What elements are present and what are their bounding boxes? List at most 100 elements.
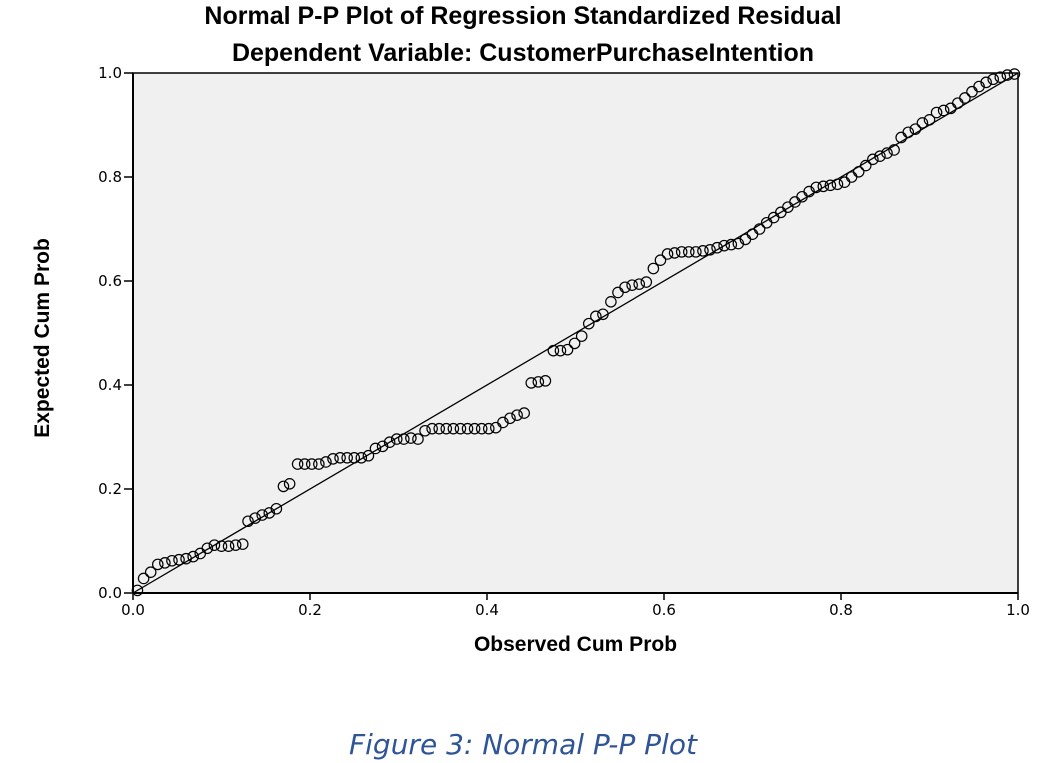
data-point [597, 308, 609, 321]
data-point [909, 123, 922, 135]
y-axis-title: Expected Cum Prob [31, 238, 54, 438]
data-point [874, 150, 886, 162]
data-point [412, 433, 424, 445]
data-point [902, 126, 915, 139]
data-point [242, 515, 254, 528]
data-point [732, 237, 745, 250]
data-point [447, 422, 460, 435]
pp-plot: 0.0 0.2 0.4 0.6 0.8 1.0 0.0 0.2 0.4 0.6 0.8 1.0 Obs… [31, 64, 1030, 656]
data-point [661, 248, 674, 260]
data-point [640, 276, 653, 288]
data-point [831, 178, 844, 191]
data-point [504, 412, 516, 425]
data-point [369, 442, 382, 455]
data-point [440, 422, 453, 435]
data-point [711, 241, 723, 254]
data-point [298, 458, 311, 470]
data-point [803, 185, 815, 198]
data-point [973, 80, 985, 93]
data-point [959, 92, 971, 104]
data-point [753, 223, 766, 235]
data-point [647, 262, 660, 275]
x-axis-title: Observed Cum Prob [474, 633, 677, 656]
data-point [626, 279, 638, 291]
data-point [482, 422, 495, 435]
data-point [159, 557, 171, 569]
y-tick-label: 0.2 [98, 480, 122, 498]
data-point [568, 337, 581, 350]
data-point [327, 453, 339, 465]
data-point [923, 114, 936, 126]
data-point [283, 477, 296, 490]
x-tick-label: 0.2 [298, 601, 322, 619]
data-point [229, 539, 242, 551]
data-point [348, 451, 361, 464]
data-point [263, 507, 276, 519]
data-point [305, 458, 318, 470]
data-point [824, 179, 837, 192]
data-point [405, 432, 417, 444]
data-point [690, 246, 702, 258]
data-point [475, 422, 488, 435]
data-point [468, 422, 481, 435]
data-point [497, 416, 509, 429]
data-point [561, 343, 574, 356]
data-point [426, 422, 438, 435]
data-point [916, 117, 929, 129]
data-point [180, 552, 192, 565]
figure-caption: Figure 3: Normal P-P Plot [349, 728, 697, 761]
y-tick-label: 0.6 [98, 272, 122, 290]
data-point [575, 330, 588, 342]
data-point [619, 281, 631, 294]
data-point [852, 166, 865, 178]
data-point [201, 542, 214, 555]
data-point [987, 73, 1000, 86]
data-point [256, 509, 269, 521]
data-point [215, 540, 228, 552]
data-point [376, 440, 389, 453]
y-tick-label: 1.0 [98, 64, 122, 82]
x-tick-label: 0.0 [121, 601, 145, 619]
data-point [313, 458, 325, 470]
data-point [704, 244, 716, 256]
data-point [605, 295, 617, 308]
data-point [590, 310, 602, 323]
data-point [511, 409, 523, 421]
x-tick-label: 0.6 [652, 601, 676, 619]
data-point [362, 449, 375, 462]
data-point [277, 480, 290, 493]
data-point [208, 539, 221, 551]
data-point [137, 572, 150, 585]
data-point [888, 144, 900, 156]
data-point [859, 159, 872, 172]
data-point [173, 553, 185, 566]
data-point [937, 104, 950, 117]
data-point [398, 433, 410, 445]
y-tick-label: 0.0 [98, 584, 122, 602]
x-tick-label: 1.0 [1006, 601, 1030, 619]
data-point [718, 239, 730, 252]
x-tick-label: 0.8 [829, 601, 853, 619]
data-point [454, 422, 467, 435]
data-point [930, 106, 943, 119]
data-point [518, 407, 530, 419]
data-point [270, 502, 283, 515]
data-point [166, 554, 178, 567]
data-point [383, 436, 396, 448]
data-point [867, 153, 879, 166]
y-tick-label: 0.4 [98, 376, 122, 394]
data-point [151, 558, 164, 571]
data-point [532, 376, 545, 388]
data-point [682, 246, 695, 258]
data-point [980, 76, 992, 89]
data-point [291, 458, 304, 470]
data-point [433, 422, 446, 435]
data-point [390, 433, 403, 445]
data-point [525, 377, 538, 389]
data-point [341, 451, 353, 464]
data-point [1001, 69, 1014, 81]
data-point [817, 180, 830, 193]
data-point [547, 344, 560, 357]
data-point [131, 584, 144, 597]
data-point [334, 451, 346, 464]
